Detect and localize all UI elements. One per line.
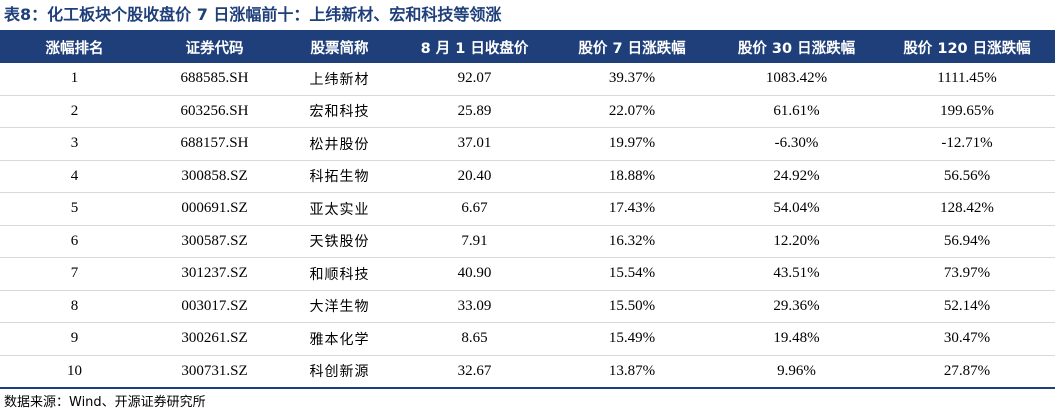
rank-cell: 2 <box>0 95 149 128</box>
name-cell: 天铁股份 <box>280 225 399 258</box>
change-30d-cell: 61.61% <box>714 95 879 128</box>
header-rank: 涨幅排名 <box>0 32 149 63</box>
rank-cell: 7 <box>0 257 149 291</box>
rank-cell: 8 <box>0 290 149 323</box>
code-cell: 003017.SZ <box>149 290 280 323</box>
name-cell: 亚太实业 <box>280 192 399 226</box>
close-price-cell: 20.40 <box>399 160 550 193</box>
rank-cell: 10 <box>0 355 149 389</box>
change-7d-cell: 18.88% <box>550 160 714 193</box>
close-price-cell: 37.01 <box>399 127 550 161</box>
close-price-cell: 32.67 <box>399 355 550 389</box>
change-120d-cell: 1111.45% <box>879 63 1055 96</box>
table-row: 6 300587.SZ 天铁股份 7.91 16.32% 12.20% 56.94% <box>0 225 1055 258</box>
rank-cell: 3 <box>0 127 149 161</box>
change-120d-cell: 27.87% <box>879 355 1055 389</box>
change-7d-cell: 22.07% <box>550 95 714 128</box>
code-cell: 300261.SZ <box>149 322 280 356</box>
source-note: 数据来源：Wind、开源证券研究所 <box>4 395 206 410</box>
header-code: 证券代码 <box>149 32 280 63</box>
code-cell: 300731.SZ <box>149 355 280 389</box>
close-price-cell: 92.07 <box>399 63 550 96</box>
rank-cell: 9 <box>0 322 149 356</box>
change-30d-cell: 24.92% <box>714 160 879 193</box>
change-7d-cell: 19.97% <box>550 127 714 161</box>
table-row: 3 688157.SH 松井股份 37.01 19.97% -6.30% -12.71% <box>0 127 1055 161</box>
rank-cell: 6 <box>0 225 149 258</box>
close-price-cell: 8.65 <box>399 322 550 356</box>
change-30d-cell: 29.36% <box>714 290 879 323</box>
stock-gain-table: 涨幅排名 证券代码 股票简称 8 月 1 日收盘价 股价 7 日涨跌幅 股价 3… <box>0 32 1055 389</box>
change-120d-cell: 199.65% <box>879 95 1055 128</box>
close-price-cell: 7.91 <box>399 225 550 258</box>
header-close-price: 8 月 1 日收盘价 <box>399 32 550 63</box>
name-cell: 科创新源 <box>280 355 399 389</box>
header-name: 股票简称 <box>280 32 399 63</box>
change-30d-cell: 54.04% <box>714 192 879 226</box>
change-120d-cell: 73.97% <box>879 257 1055 291</box>
name-cell: 上纬新材 <box>280 63 399 96</box>
change-7d-cell: 15.49% <box>550 322 714 356</box>
table-row: 9 300261.SZ 雅本化学 8.65 15.49% 19.48% 30.47% <box>0 322 1055 356</box>
close-price-cell: 6.67 <box>399 192 550 226</box>
rank-cell: 4 <box>0 160 149 193</box>
name-cell: 松井股份 <box>280 127 399 161</box>
name-cell: 宏和科技 <box>280 95 399 128</box>
table-header-row: 涨幅排名 证券代码 股票简称 8 月 1 日收盘价 股价 7 日涨跌幅 股价 3… <box>0 32 1055 63</box>
change-7d-cell: 15.54% <box>550 257 714 291</box>
code-cell: 603256.SH <box>149 95 280 128</box>
change-120d-cell: -12.71% <box>879 127 1055 161</box>
change-7d-cell: 13.87% <box>550 355 714 389</box>
rank-cell: 1 <box>0 63 149 96</box>
table-row: 4 300858.SZ 科拓生物 20.40 18.88% 24.92% 56.56% <box>0 160 1055 193</box>
header-120d-change: 股价 120 日涨跌幅 <box>879 32 1055 63</box>
change-120d-cell: 30.47% <box>879 322 1055 356</box>
change-30d-cell: 43.51% <box>714 257 879 291</box>
code-cell: 300858.SZ <box>149 160 280 193</box>
close-price-cell: 40.90 <box>399 257 550 291</box>
name-cell: 雅本化学 <box>280 322 399 356</box>
name-cell: 大洋生物 <box>280 290 399 323</box>
table-body: 1 688585.SH 上纬新材 92.07 39.37% 1083.42% 1111.45… <box>0 63 1055 389</box>
change-30d-cell: 19.48% <box>714 322 879 356</box>
change-30d-cell: 9.96% <box>714 355 879 389</box>
table-row: 7 301237.SZ 和顺科技 40.90 15.54% 43.51% 73.97% <box>0 257 1055 291</box>
table-title: 表8：化工板块个股收盘价 7 日涨幅前十：上纬新材、宏和科技等领涨 <box>4 5 502 24</box>
rank-cell: 5 <box>0 192 149 226</box>
change-7d-cell: 39.37% <box>550 63 714 96</box>
close-price-cell: 33.09 <box>399 290 550 323</box>
table-row: 10 300731.SZ 科创新源 32.67 13.87% 9.96% 27.87% <box>0 355 1055 389</box>
code-cell: 300587.SZ <box>149 225 280 258</box>
table-row: 8 003017.SZ 大洋生物 33.09 15.50% 29.36% 52.14% <box>0 290 1055 323</box>
name-cell: 和顺科技 <box>280 257 399 291</box>
change-7d-cell: 16.32% <box>550 225 714 258</box>
name-cell: 科拓生物 <box>280 160 399 193</box>
close-price-cell: 25.89 <box>399 95 550 128</box>
change-120d-cell: 52.14% <box>879 290 1055 323</box>
table-row: 2 603256.SH 宏和科技 25.89 22.07% 61.61% 199.65% <box>0 95 1055 128</box>
change-7d-cell: 17.43% <box>550 192 714 226</box>
change-30d-cell: 12.20% <box>714 225 879 258</box>
change-120d-cell: 56.56% <box>879 160 1055 193</box>
code-cell: 688585.SH <box>149 63 280 96</box>
code-cell: 301237.SZ <box>149 257 280 291</box>
header-7d-change: 股价 7 日涨跌幅 <box>550 32 714 63</box>
table-row: 5 000691.SZ 亚太实业 6.67 17.43% 54.04% 128.42% <box>0 192 1055 226</box>
title-divider <box>0 30 1055 32</box>
code-cell: 688157.SH <box>149 127 280 161</box>
change-30d-cell: 1083.42% <box>714 63 879 96</box>
change-30d-cell: -6.30% <box>714 127 879 161</box>
table-row: 1 688585.SH 上纬新材 92.07 39.37% 1083.42% 1111.45… <box>0 63 1055 96</box>
change-120d-cell: 56.94% <box>879 225 1055 258</box>
change-120d-cell: 128.42% <box>879 192 1055 226</box>
code-cell: 000691.SZ <box>149 192 280 226</box>
header-30d-change: 股价 30 日涨跌幅 <box>714 32 879 63</box>
change-7d-cell: 15.50% <box>550 290 714 323</box>
